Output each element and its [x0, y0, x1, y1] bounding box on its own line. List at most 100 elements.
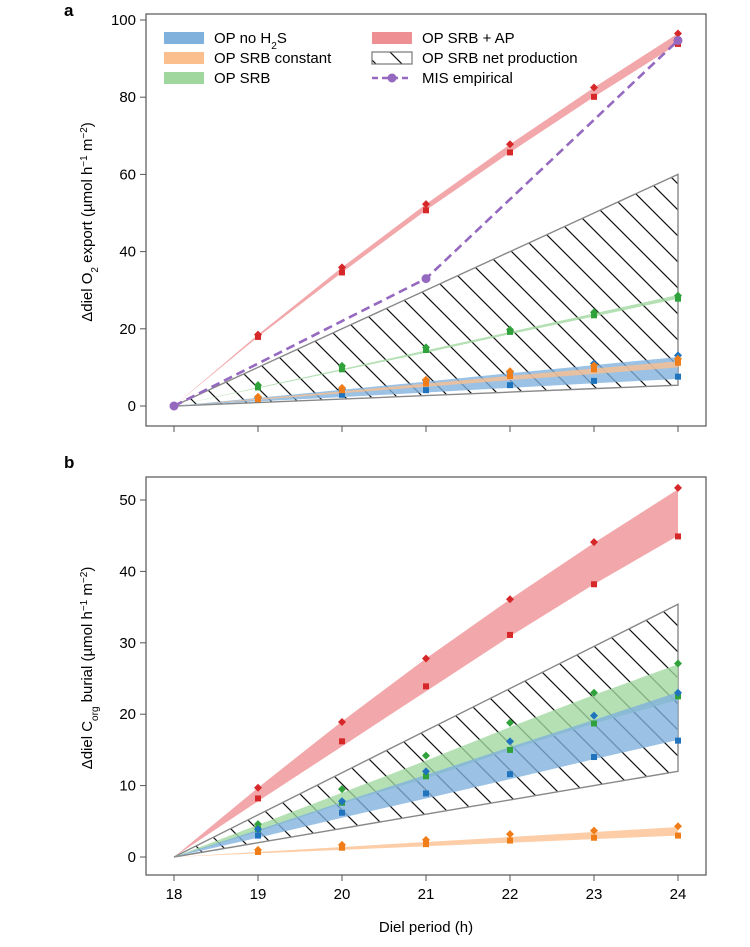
panel-b-point-op-srb-constant-high: [254, 845, 262, 854]
panel-a-plot: 0 20 40 60 80 100: [111, 12, 683, 432]
panel-b-point-op-no-h2s-low: [675, 737, 681, 744]
panel-a-series-op-no-h2s: [174, 356, 678, 406]
panel-b-point-op-srb-low: [507, 746, 513, 753]
legend-label: OP no H2S: [214, 30, 287, 52]
panel-b-plot: 0 10 20 30 40 50 18 19 20 21 22 23 24: [119, 483, 687, 903]
panel-a-point-op-no-h2s-low: [423, 387, 429, 394]
panel-b-point-op-srb-ap-low: [339, 738, 345, 745]
legend-item-op-srb-net-production: OP SRB net production: [371, 50, 578, 67]
panel-b-point-op-srb-ap-low: [507, 631, 513, 638]
panel-a-point-op-srb-high: [674, 291, 682, 300]
legend-label: OP SRB constant: [214, 50, 332, 67]
panel-b-y-tick-label: 40: [119, 563, 136, 580]
panel-a-series-op-srb-ap: [174, 33, 678, 406]
legend-label: OP SRB + AP: [422, 30, 515, 47]
panel-b-point-op-no-h2s-low: [591, 754, 597, 761]
panel-a-point-mis-empirical: [169, 401, 179, 411]
panel-a-point-op-srb-ap-low: [507, 149, 513, 156]
panel-a-point-op-srb-constant-low: [507, 372, 513, 379]
panel-b-point-op-srb-constant-low: [591, 834, 597, 841]
panel-a-y-tick-label: 0: [128, 398, 136, 415]
panel-a-point-op-srb-constant-high: [674, 354, 682, 363]
panel-b-point-op-srb-high: [254, 820, 262, 829]
panel-a-point-op-srb-ap-high: [674, 29, 682, 38]
panel-b-point-op-srb-high: [338, 785, 346, 794]
panel-b-point-op-srb-high: [590, 688, 598, 697]
panel-b-point-op-srb-low: [591, 720, 597, 727]
panel-a-y-tick-label: 80: [119, 89, 136, 106]
legend-swatch: [372, 32, 412, 44]
panel-a-point-op-srb-high: [338, 361, 346, 370]
panel-b-x-tick-label: 20: [334, 886, 351, 903]
panel-a-point-op-srb-high: [506, 325, 514, 334]
panel-b-point-op-srb-ap-high: [674, 483, 682, 492]
legend-label: OP SRB: [214, 70, 270, 87]
panel-a-point-op-srb-ap-low: [591, 93, 597, 100]
panel-a-series-op-srb-net-production: [173, 173, 679, 407]
panel-b-point-op-srb-ap-low: [591, 581, 597, 588]
panel-a-point-op-srb-constant-high: [506, 367, 514, 376]
panel-b-point-op-srb-ap-high: [506, 595, 514, 604]
panel-a-point-op-srb-ap-high: [422, 200, 430, 209]
legend-item-op-srb-constant: OP SRB constant: [164, 50, 332, 67]
panel-a-point-op-srb-ap-high: [506, 140, 514, 149]
panel-b-point-op-srb-constant-high: [422, 835, 430, 844]
panel-b-x-tick-label: 19: [250, 886, 267, 903]
legend-label: MIS empirical: [422, 70, 513, 87]
panel-a-point-op-srb-ap-low: [423, 207, 429, 214]
panel-a-point-op-srb-constant-high: [590, 361, 598, 370]
panel-b-point-op-no-h2s-high: [674, 688, 682, 697]
panel-b-point-op-no-h2s-high: [422, 767, 430, 776]
panel-b-point-op-srb-ap-high: [338, 718, 346, 727]
panel-b-point-op-no-h2s-low: [423, 790, 429, 797]
panel-b-point-op-srb-ap-high: [590, 538, 598, 547]
panel-b-point-op-srb-high: [674, 659, 682, 668]
panel-a-point-op-srb-ap-low: [339, 269, 345, 276]
panel-a-y-tick-label: 60: [119, 166, 136, 183]
panel-b-point-op-srb-ap-low: [675, 533, 681, 540]
panel-b-point-op-no-h2s-high: [506, 737, 514, 746]
panel-a-y-tick-label: 100: [111, 12, 136, 29]
panel-b-point-op-srb-constant-low: [675, 832, 681, 839]
panel-a-point-op-no-h2s-low: [507, 382, 513, 389]
legend-item-op-srb: OP SRB: [164, 70, 270, 87]
panel-b-series-op-srb-ap: [174, 489, 678, 857]
panel-a-point-op-srb-constant-high: [422, 375, 430, 384]
legend-swatch-marker: [387, 73, 397, 83]
panel-b-series-op-srb: [174, 664, 678, 857]
panel-a-point-op-srb-ap-high: [590, 83, 598, 92]
panel-b-x-tick-label: 22: [502, 886, 519, 903]
panel-b-point-op-srb-ap-high: [422, 654, 430, 663]
panel-a-point-op-srb-constant-high: [338, 383, 346, 392]
panel-a-point-op-srb-ap-high: [338, 263, 346, 272]
legend-label: OP SRB net production: [422, 50, 578, 67]
legend-swatch: [164, 72, 204, 84]
panel-a-point-mis-empirical: [673, 35, 683, 45]
panel-a-y-tick-label: 40: [119, 244, 136, 261]
panel-b-x-tick-label: 21: [418, 886, 435, 903]
panel-b-point-op-srb-constant-low: [507, 837, 513, 844]
panel-a-point-op-no-h2s-low: [675, 373, 681, 380]
panel-b-point-op-no-h2s-high: [254, 825, 262, 834]
panel-b-point-op-no-h2s-low: [255, 832, 261, 839]
panel-a-point-op-no-h2s-low: [339, 391, 345, 398]
panel-b-point-op-srb-constant-low: [423, 841, 429, 848]
legend-swatch: [164, 52, 204, 64]
legend-item-mis-empirical: MIS empirical: [372, 70, 513, 87]
legend-item-op-srb-ap: OP SRB + AP: [372, 30, 515, 47]
panel-b-label: b: [64, 453, 74, 472]
panel-b-point-op-srb-constant-high: [338, 840, 346, 849]
panel-b-y-axis-label: Δdiel Corg burial (µmol h−1 m−2): [79, 567, 101, 770]
panel-b-x-tick-label: 24: [670, 886, 687, 903]
panel-b-point-op-no-h2s-low: [339, 809, 345, 816]
panel-b-y-tick-label: 50: [119, 492, 136, 509]
panel-b-point-op-srb-constant-high: [506, 830, 514, 839]
panel-a-point-op-srb-high: [422, 343, 430, 352]
panel-b-point-op-srb-constant-high: [674, 822, 682, 831]
panel-b-y-tick-label: 0: [128, 849, 136, 866]
x-axis-label: Diel period (h): [379, 919, 473, 936]
legend-swatch: [371, 51, 413, 65]
panel-b-point-op-srb-ap-low: [255, 795, 261, 802]
panel-b-point-op-srb-high: [422, 751, 430, 760]
